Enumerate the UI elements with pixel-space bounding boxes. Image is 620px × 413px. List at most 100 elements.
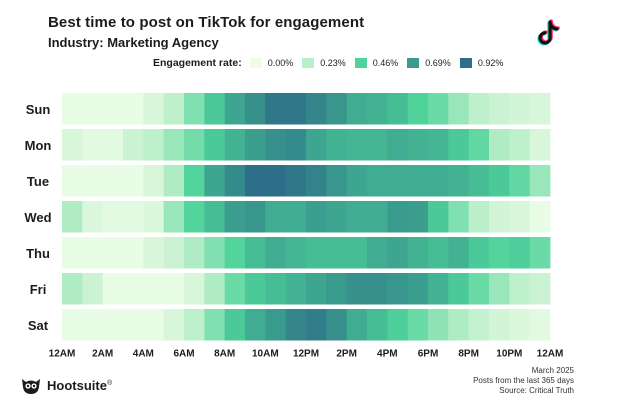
x-tick-label: 2PM [336,349,357,360]
heatmap-cell [143,273,165,305]
heatmap-cell [326,165,348,197]
heatmap-cell [306,93,327,125]
heatmap-cell [367,129,388,161]
heatmap-cell [489,129,510,161]
x-tick-label: 8PM [458,349,479,360]
heatmap-cell [367,201,388,233]
heatmap-cell [143,165,165,197]
heatmap-cell [102,201,124,233]
heatmap-cell [163,93,185,125]
legend-item: 0.92% [459,58,503,68]
legend-item: 0.23% [302,58,346,68]
chart-title: Best time to post on TikTok for engageme… [48,14,365,31]
heatmap-cell [428,237,449,269]
legend-swatch [407,58,420,68]
heatmap-cell [184,93,205,125]
heatmap-cell [306,273,327,305]
heatmap-cell [448,93,470,125]
x-tick-label: 12PM [293,349,319,360]
chart-subtitle: Industry: Marketing Agency [48,35,219,50]
footer-brand: Hootsuite ® [20,375,112,395]
heatmap-cell [204,165,226,197]
heatmap-cell [62,93,83,125]
heatmap-cell [102,237,124,269]
heatmap-cell [184,201,205,233]
legend-label: 0.46% [372,58,399,68]
heatmap-cell [163,201,185,233]
heatmap-cell [102,93,124,125]
heatmap-cell [448,309,470,341]
heatmap-cell [204,201,226,233]
legend-swatch [302,58,315,68]
heatmap-cell [285,237,307,269]
heatmap-cell [265,237,287,269]
heatmap-cell [123,201,144,233]
x-tick-label: 10PM [496,349,522,360]
heatmap-cell [346,129,368,161]
heatmap-cell [245,93,266,125]
heatmap-cell [448,165,470,197]
row-label-mon: Mon [25,138,52,153]
heatmap-cell [265,93,287,125]
heatmap-cell [163,273,185,305]
heatmap-cell [448,129,470,161]
heatmap-cell [367,273,388,305]
heatmap-cell [509,273,531,305]
heatmap-cell [245,201,266,233]
heatmap-cell [428,201,449,233]
heatmap-cell [245,273,266,305]
heatmap-cell [102,165,124,197]
heatmap-cell [224,129,246,161]
heatmap-cell [529,309,551,341]
heatmap-cell [265,309,287,341]
heatmap-cell [285,309,307,341]
heatmap-cell [407,165,429,197]
heatmap-cell [367,309,388,341]
legend-label: 0.00% [267,58,294,68]
heatmap-cell [529,165,551,197]
heatmap-cell [123,93,144,125]
heatmap-cell [407,309,429,341]
row-label-tue: Tue [27,174,49,189]
heatmap-cell [82,165,104,197]
heatmap-cell [367,93,388,125]
heatmap-cell [265,129,287,161]
heatmap-cell [346,273,368,305]
heatmap-cell [489,201,510,233]
heatmap-cell [285,201,307,233]
legend-item: 0.69% [407,58,451,68]
heatmap-cell [489,165,510,197]
heatmap-cell [468,237,490,269]
heatmap-cell [204,273,226,305]
heatmap-cell [306,129,327,161]
heatmap-cell [428,165,449,197]
heatmap-cell [346,201,368,233]
heatmap-cell [143,237,165,269]
legend-swatch [459,58,472,68]
heatmap-cell [163,309,185,341]
heatmap-cell [489,309,510,341]
heatmap-cell [367,165,388,197]
heatmap-cell [326,273,348,305]
heatmap-cell [285,273,307,305]
heatmap-cell [245,129,266,161]
heatmap-cell [529,129,551,161]
heatmap-cell [285,165,307,197]
legend-label: 0.23% [320,58,346,68]
heatmap-cell [102,273,124,305]
legend-title: Engagement rate: [153,57,242,69]
brand-name: Hootsuite [47,377,107,393]
heatmap-cell [306,201,327,233]
heatmap-cell [468,309,490,341]
heatmap-cell [529,237,551,269]
heatmap-cell [326,93,348,125]
heatmap-cell [346,237,368,269]
heatmap-cell [387,165,409,197]
heatmap-cell [123,165,144,197]
heatmap-cell [468,129,490,161]
heatmap-cell [245,309,266,341]
heatmap-cell [509,129,531,161]
x-tick-label: 6AM [173,349,194,360]
footer-period: Posts from the last 365 days [473,376,574,385]
